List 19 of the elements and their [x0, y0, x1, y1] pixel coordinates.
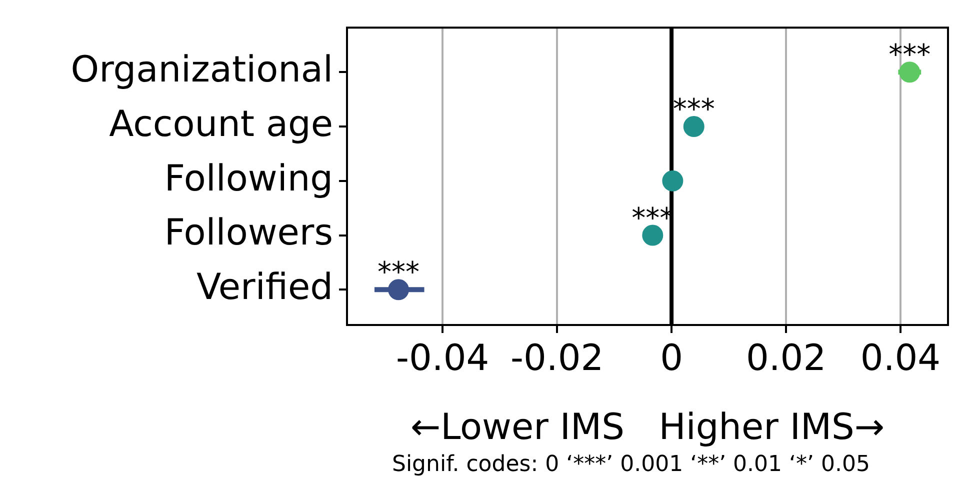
x-axis-title: ←Lower IMS Higher IMS→	[410, 406, 885, 448]
data-label: ***	[378, 256, 420, 289]
text: Signif. codes: 0 ‘***’ 0.001 ‘**’ 0.01 ‘*’ 0.05	[390, 452, 872, 478]
y-tick-label: Following	[164, 158, 333, 200]
y-tick-label: Account age	[109, 104, 333, 145]
y-tick-label: Verified	[196, 267, 333, 308]
x-tick-label: 0.02	[746, 338, 826, 379]
y-tick-label: Organizational	[70, 50, 333, 91]
x-tick-label: -0.02	[510, 338, 604, 379]
data-label: ***	[672, 92, 715, 126]
x-tick-label: 0.04	[860, 338, 941, 379]
point	[388, 279, 410, 300]
point	[899, 62, 920, 83]
x-tick-label: -0.04	[396, 338, 490, 379]
point	[662, 170, 684, 192]
point	[683, 116, 704, 138]
y-tick-label: Followers	[164, 212, 333, 254]
data-label: ***	[888, 38, 931, 72]
x-tick-label: 0	[660, 338, 683, 379]
